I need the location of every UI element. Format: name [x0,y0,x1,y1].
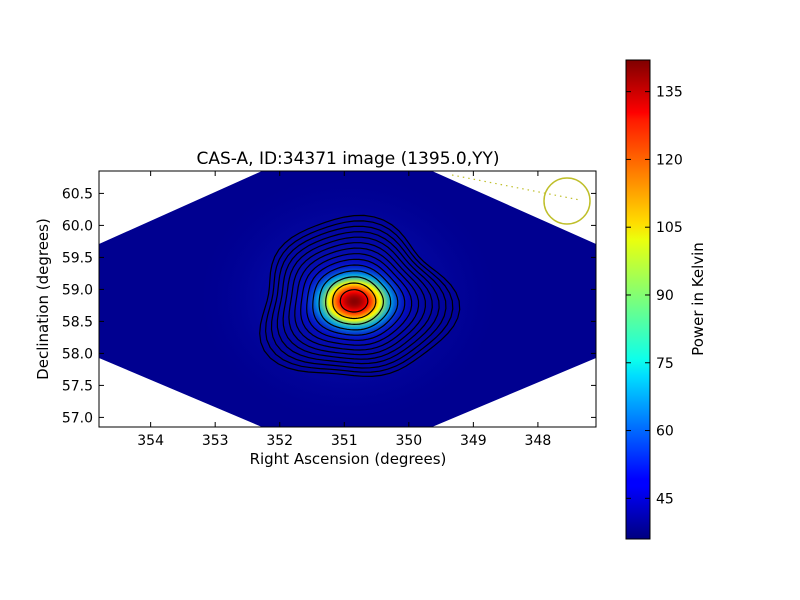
contour-line [318,270,392,331]
x-tick-label: 348 [525,433,552,449]
contour-line [339,289,369,313]
source-emission [250,190,450,410]
contour-line [282,236,433,360]
y-tick-label: 59.5 [62,250,93,266]
contour-line [276,231,440,365]
y-tick-label: 60.5 [62,186,93,202]
contour-line [294,247,420,351]
chart-title: CAS-A, ID:34371 image (1395.0,YY) [196,149,499,169]
colorbar-ticks: 45 60 75 90 105 120 135 [626,85,683,507]
colorbar-tick-label: 120 [656,152,683,168]
x-tick-label: 352 [266,433,293,449]
x-axis-label: Right Ascension (degrees) [250,450,447,468]
contour-line [312,264,399,336]
contour-line [259,214,461,378]
contour-line [306,258,406,341]
contour-line [264,220,454,373]
x-tick-label: 353 [202,433,229,449]
contour-line [325,276,385,326]
y-ticks: 57.0 57.5 58.0 58.5 59.0 59.5 60.0 60.5 [62,186,596,426]
x-tick-label: 354 [137,433,164,449]
x-tick-label: 350 [395,433,422,449]
contour-lines [259,214,461,378]
contour-line [288,242,427,356]
colorbar-tick-label: 45 [656,491,674,507]
x-ticks: 354 353 352 351 350 349 348 [137,171,551,449]
colorbar-tick-label: 105 [656,220,683,236]
contour-line [300,253,413,346]
x-tick-label: 351 [331,433,358,449]
y-tick-label: 57.5 [62,378,93,394]
y-tick-label: 60.0 [62,218,93,234]
colorbar: 45 60 75 90 105 120 135 Power in Kelvin [625,59,707,540]
beam-marker [543,177,591,225]
y-tick-label: 58.0 [62,346,93,362]
y-tick-label: 59.0 [62,282,93,298]
x-tick-label: 349 [460,433,487,449]
contour-line [270,225,447,369]
colorbar-tick-label: 60 [656,424,674,440]
colorbar-tick-label: 75 [656,356,674,372]
heatmap-axes: 354 353 352 351 350 349 348 57.0 57.5 58.0 58.5 59… [34,149,597,468]
y-tick-label: 58.5 [62,314,93,330]
colorbar-tick-label: 90 [656,288,674,304]
y-tick-label: 57.0 [62,410,93,426]
colorbar-gradient [625,59,651,540]
colorbar-label: Power in Kelvin [689,242,707,356]
y-axis-label: Declination (degrees) [34,218,52,380]
colorbar-tick-label: 135 [656,85,683,101]
contour-line [332,282,377,320]
axes-frame [98,170,597,428]
